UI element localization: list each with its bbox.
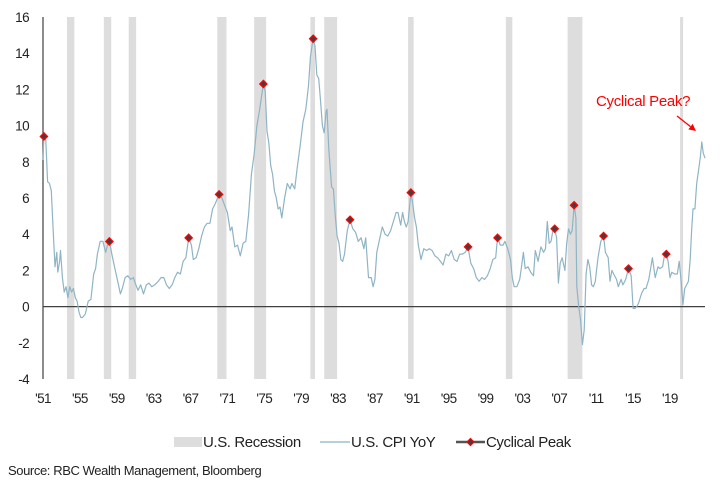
- peak-marker: [569, 200, 579, 210]
- recession-band: [254, 17, 267, 379]
- y-tick-label: 2: [22, 263, 29, 278]
- x-tick-label: '99: [478, 391, 494, 406]
- x-tick-label: '95: [441, 391, 457, 406]
- peak-marker: [104, 236, 114, 246]
- source-note: Source: RBC Wealth Management, Bloomberg: [8, 463, 262, 478]
- peak-marker: [214, 189, 224, 199]
- peak-marker: [661, 249, 671, 259]
- peak-marker: [406, 188, 416, 198]
- x-tick-label: '55: [72, 391, 88, 406]
- y-tick-label: 4: [22, 227, 30, 242]
- recession-band: [128, 17, 137, 379]
- legend-peak-marker: [466, 437, 475, 447]
- y-tick-label: 10: [15, 119, 29, 134]
- peak-marker: [493, 233, 503, 243]
- annotation-arrow: [676, 115, 691, 128]
- recession-band: [324, 17, 338, 379]
- recession-bands: [66, 17, 684, 379]
- cyclical-peak-markers: [39, 34, 671, 274]
- annotation: Cyclical Peak?: [596, 93, 696, 131]
- peak-marker: [184, 233, 194, 243]
- x-axis-ticks: '51 '55 '59 '63 '67 '71 '75 '79 '83 '87 '91 '95 '99 '…: [35, 391, 678, 406]
- x-tick-label: '75: [256, 391, 272, 406]
- legend-cpi-label: U.S. CPI YoY: [351, 434, 436, 451]
- x-tick-label: '51: [35, 391, 51, 406]
- x-tick-label: '79: [293, 391, 309, 406]
- y-tick-label: 14: [15, 46, 30, 61]
- y-tick-label: -2: [18, 336, 29, 351]
- x-tick-label: '87: [367, 391, 383, 406]
- recession-band: [310, 17, 315, 379]
- x-tick-label: '83: [330, 391, 346, 406]
- y-axis-ticks: -4 -2 0 2 4 6 8 10 12 14 16: [15, 10, 31, 387]
- peak-marker: [550, 224, 560, 234]
- x-tick-label: '03: [515, 391, 531, 406]
- recession-band: [103, 17, 112, 379]
- legend-recession-swatch: [174, 437, 202, 447]
- annotation-text: Cyclical Peak?: [596, 93, 690, 110]
- y-tick-label: 0: [22, 300, 29, 315]
- x-tick-label: '15: [625, 391, 641, 406]
- y-tick-label: 12: [15, 82, 29, 97]
- legend-peak-label: Cyclical Peak: [486, 434, 572, 451]
- cpi-series: [42, 38, 706, 346]
- recession-band: [680, 17, 684, 379]
- cpi-line: [42, 38, 706, 346]
- recession-band: [505, 17, 513, 379]
- peak-marker: [463, 242, 473, 252]
- x-tick-label: '67: [183, 391, 199, 406]
- peak-marker: [39, 131, 49, 141]
- x-tick-label: '19: [662, 391, 678, 406]
- x-tick-label: '07: [551, 391, 567, 406]
- peak-marker: [623, 264, 633, 274]
- recession-band: [567, 17, 583, 379]
- x-tick-label: '63: [146, 391, 162, 406]
- annotation-arrowhead: [688, 123, 696, 131]
- legend-recession-label: U.S. Recession: [203, 434, 301, 451]
- x-tick-label: '11: [589, 391, 604, 406]
- peak-marker: [599, 231, 609, 241]
- axes: [42, 17, 705, 379]
- peak-marker: [258, 79, 268, 89]
- x-tick-label: '59: [109, 391, 125, 406]
- y-tick-label: 6: [22, 191, 29, 206]
- x-tick-label: '71: [220, 391, 236, 406]
- recession-band: [66, 17, 75, 379]
- y-tick-label: 16: [15, 10, 29, 25]
- x-tick-label: '91: [404, 391, 420, 406]
- y-tick-label: 8: [22, 155, 29, 170]
- peak-marker: [308, 34, 318, 44]
- peak-marker: [345, 215, 355, 225]
- y-tick-label: -4: [18, 372, 30, 387]
- legend: U.S. Recession U.S. CPI YoY Cyclical Pea…: [174, 434, 572, 451]
